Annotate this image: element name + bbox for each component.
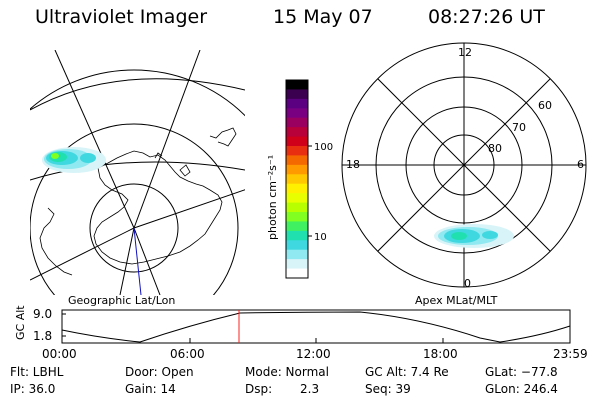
lat-label-70: 70	[512, 121, 526, 134]
timeline-x-tick-1800: 18:00	[423, 347, 458, 361]
colorbar-stripe	[286, 249, 308, 260]
colorbar	[286, 80, 308, 279]
mlt-label-6: 6	[577, 158, 584, 171]
polar-map	[341, 42, 587, 288]
right-aurora	[434, 224, 514, 248]
coastline	[39, 127, 237, 276]
polar-map-label: Apex MLat/MLT	[415, 294, 498, 307]
colorbar-stripe	[286, 80, 308, 91]
geographic-map-label: Geographic Lat/Lon	[68, 294, 176, 307]
colorbar-stripe	[286, 89, 308, 100]
altitude-timeline	[61, 309, 571, 344]
info-glon: GLon: 246.4	[485, 382, 558, 396]
time-label: 08:27:26 UT	[428, 6, 545, 28]
colorbar-stripe	[286, 202, 308, 213]
mlt-label-12: 12	[458, 46, 472, 59]
info-ip: IP: 36.0	[10, 382, 56, 396]
info-seq: Seq: 39	[365, 382, 411, 396]
colorbar-stripe	[286, 146, 308, 157]
timeline-x-tick-0600: 06:00	[170, 347, 205, 361]
timeline-y-tick-bottom: 1.8	[33, 329, 52, 343]
info-dsp-value: 2.3	[300, 382, 320, 396]
info-dsp-label: Dsp:	[245, 382, 273, 396]
nadir-line	[133, 227, 142, 296]
info-gcalt: GC Alt: 7.4 Re	[365, 365, 449, 379]
colorbar-stripe	[286, 259, 308, 270]
mlt-label-0: 0	[464, 277, 471, 290]
info-glat: GLat: −77.8	[485, 365, 558, 379]
info-mode: Mode: Normal	[245, 365, 329, 379]
date-label: 15 May 07	[273, 6, 373, 28]
left-aurora	[42, 147, 106, 173]
colorbar-stripe	[286, 183, 308, 194]
info-gain: Gain: 14	[125, 382, 176, 396]
colorbar-stripe	[286, 108, 308, 119]
colorbar-stripe	[286, 136, 308, 147]
colorbar-tick-label-10: 10	[314, 232, 327, 243]
lat-label-60: 60	[538, 99, 552, 112]
timeline-y-tick-top: 9.0	[33, 307, 52, 321]
colorbar-stripe	[286, 127, 308, 138]
colorbar-stripe	[286, 155, 308, 166]
colorbar-stripe	[286, 117, 308, 128]
colorbar-frame	[285, 79, 309, 279]
colorbar-stripe	[286, 230, 308, 241]
colorbar-stripe	[286, 98, 308, 109]
timeline-y-label: GC Alt	[14, 305, 27, 340]
colorbar-tick-label-100: 100	[314, 142, 333, 153]
colorbar-stripe	[286, 174, 308, 185]
colorbar-stripe	[286, 164, 308, 175]
geographic-map	[30, 50, 245, 295]
timeline-x-tick-0000: 00:00	[42, 347, 77, 361]
colorbar-stripe	[286, 240, 308, 251]
colorbar-stripe	[286, 221, 308, 232]
colorbar-stripe	[286, 193, 308, 204]
timeline-x-tick-1200: 12:00	[296, 347, 331, 361]
mlt-label-18: 18	[346, 158, 360, 171]
colorbar-stripe	[286, 212, 308, 223]
colorbar-stripe	[286, 268, 308, 279]
info-door: Door: Open	[125, 365, 194, 379]
info-flt: Flt: LBHL	[10, 365, 64, 379]
timeline-x-tick-2359: 23:59	[553, 347, 588, 361]
colorbar-unit-label: photon cm⁻²s⁻¹	[266, 155, 279, 240]
lat-label-80: 80	[488, 142, 502, 155]
instrument-title: Ultraviolet Imager	[35, 6, 208, 28]
